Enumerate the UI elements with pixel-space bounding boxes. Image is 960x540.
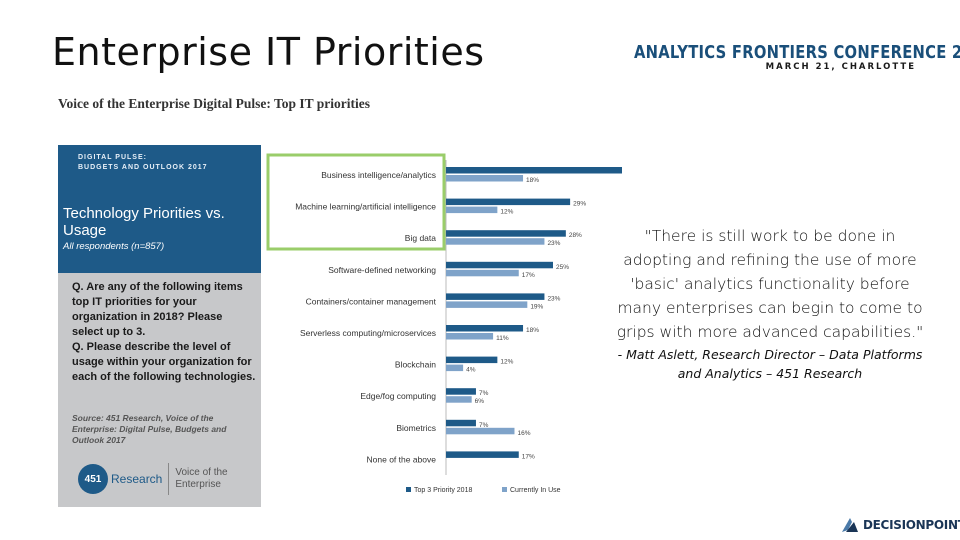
data-label: 23% <box>547 295 560 302</box>
bar <box>446 198 571 206</box>
conference-logo: ANALYTICS FRONTIERS CONFERENCE 2018 MARC… <box>634 42 960 72</box>
highlight-box <box>266 153 446 251</box>
panel-heading: Technology Priorities vs. Usage <box>63 205 225 239</box>
panel-subheading: All respondents (n=857) <box>63 241 165 252</box>
category-label: Edge/fog computing <box>360 391 436 401</box>
bar <box>446 206 498 214</box>
bar <box>446 333 494 340</box>
quote-attribution: - Matt Aslett, Research Director – Data … <box>617 347 923 381</box>
panel-questions: Q. Are any of the following items top IT… <box>72 280 256 385</box>
brand-word: Research <box>111 472 163 486</box>
category-label: Software-defined networking <box>328 265 436 275</box>
panel-body: Q. Are any of the following items top IT… <box>58 273 261 507</box>
data-label: 4% <box>466 367 476 374</box>
panel-header: DIGITAL PULSE: BUDGETS AND OUTLOOK 2017 … <box>58 145 261 273</box>
data-label: 18% <box>526 327 539 334</box>
legend-label: Top 3 Priority 2018 <box>414 487 472 494</box>
data-label: 25% <box>556 264 569 271</box>
bar <box>446 261 553 269</box>
data-label: 28% <box>569 232 582 239</box>
quote-text: "There is still work to be done in adopt… <box>616 227 924 341</box>
bar <box>446 419 476 427</box>
decisionpoint-icon <box>842 518 858 532</box>
data-label: 29% <box>573 201 586 208</box>
bar <box>446 356 498 364</box>
bar <box>446 301 528 308</box>
bar <box>446 427 515 435</box>
bar <box>446 396 472 403</box>
category-label: Business intelligence/analytics <box>321 170 436 180</box>
panel-small-caps: DIGITAL PULSE: BUDGETS AND OUTLOOK 2017 <box>78 154 208 171</box>
bar <box>446 269 519 277</box>
data-label: 7% <box>479 422 489 429</box>
brand-circle-icon: 451 <box>78 464 108 494</box>
brand-voe: Voice of the Enterprise <box>175 467 228 490</box>
category-label: Big data <box>405 233 436 243</box>
brand-divider <box>168 463 170 495</box>
category-label: None of the above <box>367 454 437 464</box>
data-label: 6% <box>475 398 485 405</box>
legend-label: Currently In Use <box>510 487 561 494</box>
bar <box>446 167 622 174</box>
legend-swatch <box>502 487 507 492</box>
brand-451: 451 Research Voice of the Enterprise <box>78 463 228 495</box>
bar <box>446 293 545 300</box>
bar-chart: Business intelligence/analytics45%18%Mac… <box>266 153 622 494</box>
bar <box>446 175 524 182</box>
data-label: 16% <box>517 430 530 437</box>
data-label: 17% <box>522 272 535 279</box>
data-label: 12% <box>500 209 513 216</box>
data-label: 12% <box>500 359 513 366</box>
bar <box>446 388 476 395</box>
category-label: Containers/container management <box>306 296 437 306</box>
category-label: Machine learning/artificial intelligence <box>295 202 436 212</box>
panel-source: Source: 451 Research, Voice of the Enter… <box>72 413 227 445</box>
legend-swatch <box>406 487 411 492</box>
bar <box>446 364 464 372</box>
data-label: 7% <box>479 390 489 397</box>
bar <box>446 238 545 245</box>
bar <box>446 325 524 332</box>
chart-heading: Voice of the Enterprise Digital Pulse: T… <box>58 96 370 111</box>
conference-date: MARCH 21, CHARLOTTE <box>765 62 916 72</box>
category-label: Blockchain <box>395 360 436 370</box>
data-label: 23% <box>547 240 560 247</box>
category-label: Serverless computing/microservices <box>300 328 436 338</box>
decisionpoint-logo: DECISIONPOINT <box>840 516 960 534</box>
bar <box>446 451 519 458</box>
data-label: 18% <box>526 177 539 184</box>
data-label: 19% <box>530 303 543 310</box>
data-label: 11% <box>496 335 509 342</box>
slide-title: Enterprise IT Priorities <box>52 30 485 74</box>
question-1: Q. Are any of the following items top IT… <box>72 281 243 338</box>
question-2: Q. Please describe the level of usage wi… <box>72 341 256 383</box>
bar <box>446 230 566 237</box>
data-label: 17% <box>522 453 535 460</box>
category-label: Biometrics <box>396 423 436 433</box>
conference-name: ANALYTICS FRONTIERS CONFERENCE 2018 <box>634 42 960 63</box>
decisionpoint-text: DECISIONPOINT <box>863 518 960 532</box>
